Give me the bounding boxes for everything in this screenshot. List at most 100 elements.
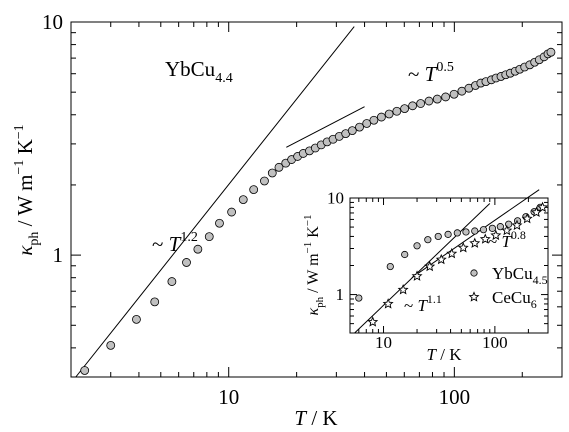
data-point-circle: [347, 126, 357, 136]
x-tick-label: 100: [439, 385, 471, 409]
main-y-axis-label: κph / W m−1 K−1: [12, 124, 42, 255]
data-point-circle: [215, 218, 224, 228]
data-point-circle: [384, 109, 394, 119]
data-point-circle: [488, 224, 496, 232]
data-point-star: [382, 298, 394, 309]
inset-y-axis-label: κph / W m−1 K−1: [302, 214, 326, 315]
legend-ybcu45-base: YbCu: [492, 264, 533, 283]
fit-line: [75, 26, 355, 378]
y-tick-label: 1: [336, 285, 345, 304]
data-point-circle: [204, 232, 214, 242]
main-x-axis-label: T / K: [294, 406, 337, 430]
data-point-star: [479, 233, 491, 244]
main-fit-low-label: ~ T1.2: [152, 230, 198, 256]
inset-fit-low-label: ~ T1.1: [404, 292, 442, 315]
data-point-circle: [546, 47, 556, 57]
data-point-star: [521, 212, 533, 224]
data-point-circle: [362, 119, 372, 128]
main-plot-frame: [70, 21, 563, 378]
inset-y-axis-symbol: κ: [305, 308, 322, 316]
data-point-star: [446, 247, 458, 259]
fit-line: [286, 106, 365, 148]
data-point-star: [469, 237, 481, 248]
y-tick-label: 10: [42, 10, 63, 34]
data-point-circle: [408, 101, 417, 111]
inset-y-axis-unit2: K: [305, 226, 322, 242]
data-point-star: [424, 260, 436, 272]
data-point-circle: [386, 262, 394, 271]
inset-y-axis-unit: / W m: [305, 253, 322, 297]
main-compound-sub: 4.4: [215, 71, 233, 86]
main-y-axis-symbol: κ: [13, 245, 37, 256]
main-fit-lines: [75, 26, 365, 378]
inset-legend: YbCu4.5 CeCu6: [468, 264, 548, 311]
data-point-circle: [238, 195, 248, 205]
main-fit-low-prefix: ~: [152, 232, 169, 256]
legend-marker-star: [468, 291, 480, 302]
inset-fit-high-symbol: T: [501, 232, 512, 251]
x-tick-label: 100: [482, 333, 508, 352]
main-y-axis-exp1: −1: [12, 160, 27, 175]
legend-label-cecu6: CeCu6: [492, 288, 537, 311]
main-fit-low-exponent: 1.2: [180, 230, 198, 245]
inset-fit-high-exponent: 0.8: [511, 228, 526, 242]
data-point-circle: [376, 112, 386, 122]
inset-y-axis-sub: ph: [314, 296, 326, 308]
main-fit-high-prefix: ~: [408, 62, 425, 86]
data-point-circle: [167, 277, 177, 286]
data-point-circle: [471, 227, 479, 235]
inset-plot-frame: [349, 197, 549, 334]
data-point-circle: [432, 94, 442, 104]
main-compound-label: YbCu4.4: [165, 57, 233, 86]
main-x-axis-unit: / K: [306, 406, 338, 430]
data-point-circle: [434, 232, 442, 241]
data-point-star: [511, 219, 523, 231]
y-tick-label: 10: [327, 189, 344, 208]
inset-y-axis-exp2: −1: [302, 214, 314, 226]
fit-line: [354, 203, 491, 334]
main-y-axis-unit: / W m: [13, 175, 37, 232]
data-point-circle: [462, 228, 470, 236]
inset-x-axis-label: T / K: [427, 345, 463, 364]
main-tick-labels: 10 100 1 10: [42, 10, 470, 409]
data-point-star: [501, 224, 513, 236]
y-tick-label: 1: [53, 243, 64, 267]
data-point-circle: [424, 96, 434, 106]
data-point-circle: [150, 297, 160, 307]
data-point-circle: [413, 242, 421, 250]
inset-fit-low-exponent: 1.1: [427, 292, 442, 306]
data-point-circle: [424, 236, 432, 244]
data-point-star: [397, 284, 409, 295]
main-compound-base: YbCu: [165, 57, 216, 81]
data-point-circle: [444, 230, 452, 238]
data-point-star: [457, 242, 469, 253]
legend-cecu6-base: CeCu: [492, 288, 531, 307]
data-point-circle: [227, 207, 237, 217]
main-y-axis-unit2: K: [13, 139, 37, 159]
data-point-circle: [392, 106, 402, 116]
legend-ybcu45-sub: 4.5: [533, 273, 548, 287]
data-point-star: [411, 270, 423, 281]
legend-cecu6-sub: 6: [531, 297, 537, 311]
data-point-circle: [441, 92, 451, 102]
data-point-circle: [479, 226, 488, 234]
inset-x-axis-unit: / K: [436, 345, 462, 364]
inset-fit-low-symbol: T: [417, 296, 428, 315]
main-data-points: [80, 47, 556, 375]
inset-fit-low-prefix: ~: [404, 296, 417, 315]
data-point-circle: [355, 294, 363, 302]
data-point-circle: [496, 223, 504, 231]
inset-axis-ticks: [349, 197, 549, 334]
data-point-star: [537, 201, 549, 213]
main-y-axis-exp2: −1: [12, 124, 27, 139]
data-point-circle: [132, 314, 141, 324]
main-y-axis-sub: ph: [27, 232, 42, 246]
data-point-circle: [400, 104, 410, 114]
inset-tick-labels: 10 100 1 10: [327, 189, 508, 352]
main-fit-high-label: ~ T0.5: [408, 60, 454, 86]
data-point-circle: [267, 168, 277, 178]
data-point-circle: [182, 258, 191, 267]
